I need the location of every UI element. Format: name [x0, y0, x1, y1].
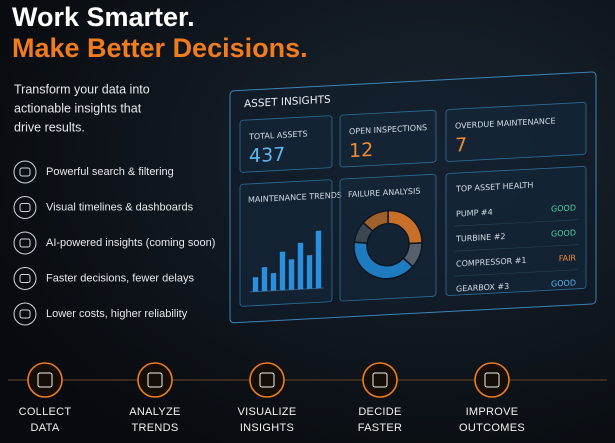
- asset-name: PUMP #4: [456, 208, 493, 219]
- row-divider: [454, 244, 578, 252]
- title-line2: Make Better Decisions.: [12, 33, 308, 63]
- step-icon: [474, 362, 510, 398]
- asset-status: GOOD: [551, 203, 576, 213]
- asset-status: FAIR: [559, 253, 577, 263]
- step-label: OUTCOMES: [459, 422, 525, 434]
- feature-text: Visual timelines & dashboards: [46, 201, 194, 213]
- feature-text: AI-powered insights (coming soon): [46, 237, 215, 249]
- feature-glyph: [19, 203, 31, 212]
- step-label: DECIDE: [358, 406, 401, 418]
- feature-glyph: [19, 167, 31, 177]
- feature-text: Lower costs, higher reliability: [46, 308, 188, 320]
- step-label: ANALYZE: [129, 406, 180, 418]
- health-card: [445, 166, 587, 296]
- bar: [306, 255, 313, 289]
- feature-icon: [13, 160, 37, 184]
- subtitle: drive results.: [14, 120, 85, 134]
- step-label: VISUALIZE: [238, 406, 297, 418]
- kpi-value: 437: [249, 144, 285, 168]
- dashboard: ASSET INSIGHTS TOTAL ASSETS 437 OPEN INSPE…: [229, 71, 597, 324]
- feature-glyph: [19, 238, 31, 248]
- feature-icon: [13, 196, 37, 219]
- subtitle: actionable insights that: [14, 101, 142, 115]
- health-title: TOP ASSET HEALTH: [455, 181, 533, 194]
- bar: [270, 272, 277, 291]
- asset-status: GOOD: [551, 228, 576, 238]
- step-icon: [362, 362, 398, 398]
- step-label: INSIGHTS: [240, 422, 294, 434]
- bar: [297, 242, 304, 290]
- step-glyph: [147, 372, 163, 388]
- step-icon: [137, 362, 173, 398]
- feature-text: Powerful search & filtering: [46, 166, 174, 178]
- step-label: COLLECT: [19, 406, 72, 418]
- feature-icon: [13, 231, 37, 255]
- bar: [252, 277, 259, 292]
- title-line1: Work Smarter.: [12, 2, 195, 32]
- kpi-card: [445, 102, 587, 162]
- step-label: DATA: [31, 422, 60, 434]
- kpi-label: OPEN INSPECTIONS: [349, 123, 427, 136]
- kpi-value: 12: [349, 139, 373, 162]
- step-glyph: [372, 372, 388, 388]
- kpi-value: 7: [455, 134, 467, 157]
- bar: [315, 230, 322, 289]
- kpi-card: [239, 115, 333, 173]
- step-glyph: [37, 372, 53, 388]
- bar: [288, 259, 295, 290]
- asset-name: TURBINE #2: [455, 232, 505, 244]
- bar: [261, 266, 268, 292]
- kpi-label: TOTAL ASSETS: [248, 129, 308, 141]
- chart-title: FAILURE ANALYSIS: [348, 186, 420, 199]
- step-glyph: [484, 372, 500, 388]
- dashboard-title: ASSET INSIGHTS: [244, 94, 331, 111]
- feature-icon: [13, 267, 37, 290]
- asset-name: COMPRESSOR #1: [456, 256, 527, 269]
- asset-status: GOOD: [551, 278, 576, 288]
- feature-icon: [13, 302, 37, 326]
- step-label: TRENDS: [131, 422, 178, 434]
- bar: [279, 251, 286, 291]
- row-divider: [454, 219, 578, 227]
- row-divider: [454, 269, 578, 277]
- step-glyph: [259, 372, 275, 388]
- step-label: IMPROVE: [466, 406, 519, 418]
- kpi-card: [339, 109, 437, 168]
- feature-glyph: [19, 274, 31, 283]
- asset-name: GEARBOX #3: [456, 282, 509, 294]
- step-label: FASTER: [358, 422, 403, 434]
- step-icon: [27, 362, 63, 398]
- feature-glyph: [19, 309, 31, 319]
- subtitle: Transform your data into: [14, 82, 150, 96]
- step-icon: [249, 362, 285, 398]
- donut-segment: [362, 209, 389, 233]
- feature-text: Faster decisions, fewer delays: [46, 272, 194, 284]
